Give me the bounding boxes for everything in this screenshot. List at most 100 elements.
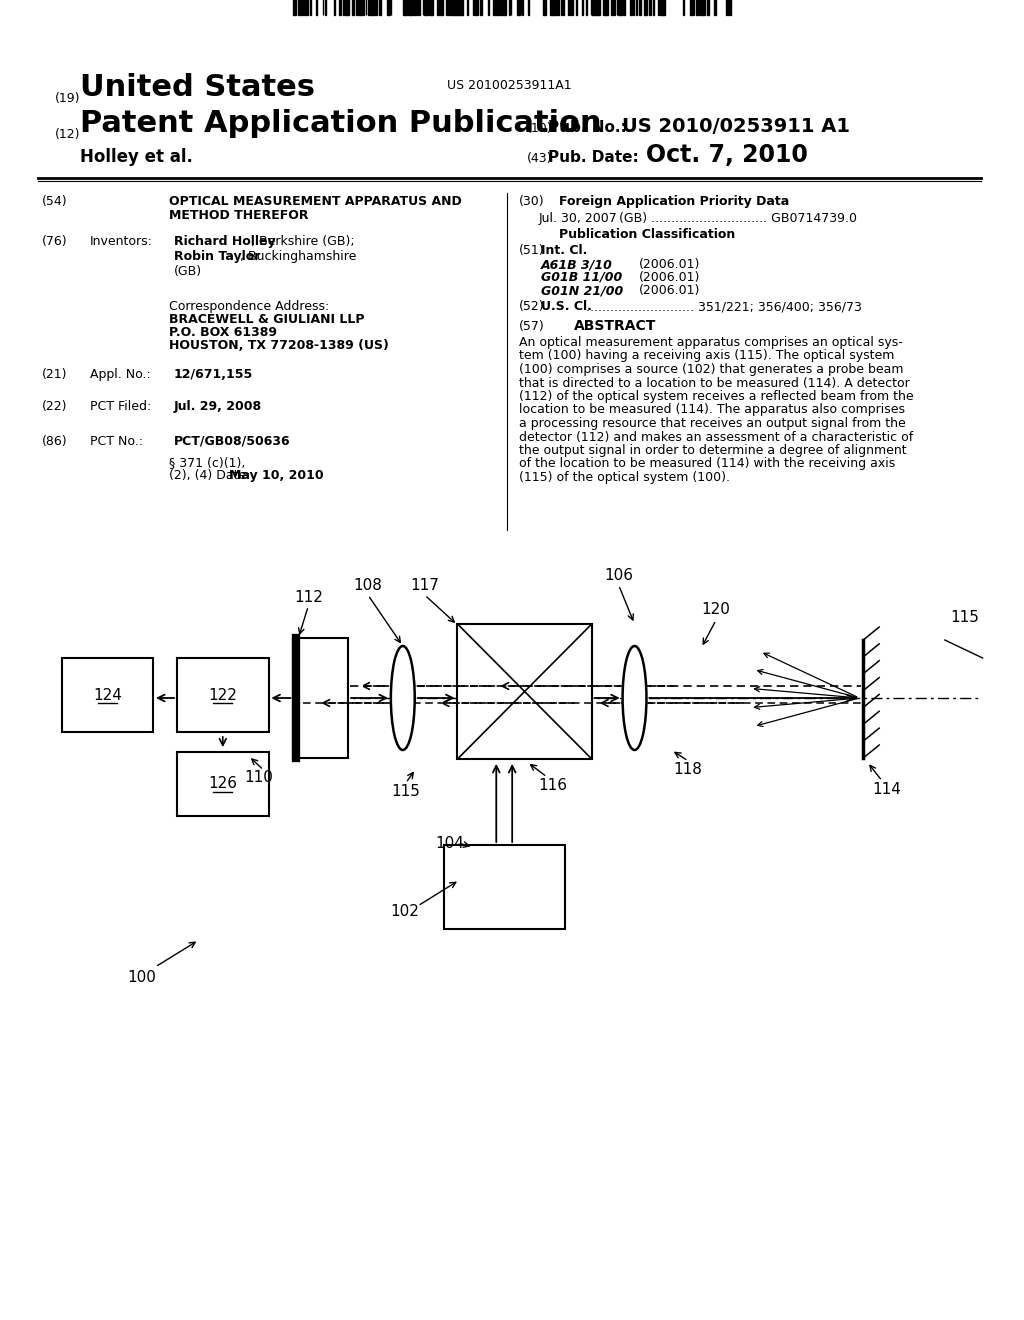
Text: OPTICAL MEASUREMENT APPARATUS AND: OPTICAL MEASUREMENT APPARATUS AND: [169, 195, 462, 209]
Bar: [500, 0, 501, 15]
Text: , Buckinghamshire: , Buckinghamshire: [240, 249, 356, 263]
Text: 100: 100: [128, 969, 157, 985]
Bar: [294, 0, 296, 15]
Bar: [480, 0, 481, 15]
Bar: [404, 0, 408, 15]
Text: METHOD THEREFOR: METHOD THEREFOR: [169, 209, 308, 222]
Bar: [370, 0, 372, 15]
Bar: [455, 0, 457, 15]
Bar: [443, 845, 565, 929]
Text: , Berkshire (GB);: , Berkshire (GB);: [251, 235, 354, 248]
Text: that is directed to a location to be measured (114). A detector: that is directed to a location to be mea…: [519, 376, 910, 389]
Text: PCT/GB08/50636: PCT/GB08/50636: [174, 436, 291, 447]
Bar: [473, 0, 474, 15]
Bar: [708, 0, 709, 15]
Text: An optical measurement apparatus comprises an optical sys-: An optical measurement apparatus compris…: [519, 337, 903, 348]
Text: P.O. BOX 61389: P.O. BOX 61389: [169, 326, 278, 339]
Text: 12/671,155: 12/671,155: [174, 368, 253, 381]
Bar: [315, 0, 317, 15]
Bar: [438, 0, 439, 15]
Bar: [571, 0, 572, 15]
Text: Correspondence Address:: Correspondence Address:: [169, 300, 330, 313]
Bar: [419, 0, 421, 15]
Bar: [474, 0, 475, 15]
Bar: [612, 0, 613, 15]
Bar: [702, 0, 706, 15]
Bar: [502, 0, 503, 15]
Text: May 10, 2010: May 10, 2010: [228, 469, 324, 482]
Bar: [458, 624, 592, 759]
Bar: [368, 0, 369, 15]
Bar: [503, 0, 506, 15]
Bar: [459, 0, 461, 15]
Text: (51): (51): [519, 244, 545, 257]
Text: (100) comprises a source (102) that generates a probe beam: (100) comprises a source (102) that gene…: [519, 363, 903, 376]
Bar: [518, 0, 520, 15]
Bar: [570, 0, 571, 15]
Text: United States: United States: [80, 73, 314, 102]
Bar: [431, 0, 433, 15]
Ellipse shape: [623, 645, 646, 750]
Bar: [545, 0, 546, 15]
Text: 112: 112: [294, 590, 323, 605]
Text: US 2010/0253911 A1: US 2010/0253911 A1: [622, 117, 850, 136]
Bar: [557, 0, 559, 15]
Text: of the location to be measured (114) with the receiving axis: of the location to be measured (114) wit…: [519, 458, 895, 470]
Bar: [441, 0, 443, 15]
Bar: [653, 0, 654, 15]
Bar: [334, 0, 335, 15]
Text: (57): (57): [519, 319, 545, 333]
Bar: [362, 0, 364, 15]
Bar: [659, 0, 660, 15]
Bar: [345, 0, 346, 15]
Bar: [436, 0, 437, 15]
Bar: [356, 0, 357, 15]
Bar: [714, 0, 716, 15]
Bar: [303, 0, 304, 15]
Bar: [177, 657, 268, 733]
Bar: [294, 638, 348, 758]
Bar: [575, 0, 578, 15]
Bar: [177, 752, 268, 816]
Text: 115: 115: [391, 784, 420, 800]
Bar: [568, 0, 569, 15]
Bar: [467, 0, 468, 15]
Text: ........................... 351/221; 356/400; 356/73: ........................... 351/221; 356…: [586, 300, 861, 313]
Bar: [623, 0, 625, 15]
Bar: [726, 0, 727, 15]
Bar: [339, 0, 341, 15]
Text: (54): (54): [42, 195, 68, 209]
Text: (12): (12): [54, 128, 80, 141]
Text: 116: 116: [539, 779, 567, 793]
Text: (43): (43): [527, 152, 553, 165]
Bar: [618, 0, 620, 15]
Text: Foreign Application Priority Data: Foreign Application Priority Data: [559, 195, 790, 209]
Text: 104: 104: [435, 836, 464, 850]
Text: 114: 114: [872, 783, 901, 797]
Bar: [352, 0, 353, 15]
Bar: [476, 0, 477, 15]
Bar: [562, 0, 564, 15]
Bar: [639, 0, 641, 15]
Bar: [543, 0, 545, 15]
Bar: [408, 0, 411, 15]
Bar: [599, 0, 600, 15]
Text: 106: 106: [604, 568, 633, 582]
Bar: [701, 0, 702, 15]
Text: (19): (19): [54, 92, 80, 106]
Bar: [516, 0, 518, 15]
Bar: [630, 0, 631, 15]
Bar: [657, 0, 659, 15]
Bar: [358, 0, 361, 15]
Text: (112) of the optical system receives a reflected beam from the: (112) of the optical system receives a r…: [519, 389, 913, 403]
Bar: [447, 0, 450, 15]
Text: (52): (52): [519, 300, 545, 313]
Bar: [696, 0, 698, 15]
Text: Appl. No.:: Appl. No.:: [89, 368, 151, 381]
Bar: [387, 0, 390, 15]
Bar: [586, 0, 588, 15]
Bar: [402, 0, 403, 15]
Text: (115) of the optical system (100).: (115) of the optical system (100).: [519, 471, 730, 484]
Text: Oct. 7, 2010: Oct. 7, 2010: [646, 143, 808, 168]
Text: Pub. No.:: Pub. No.:: [548, 120, 627, 135]
